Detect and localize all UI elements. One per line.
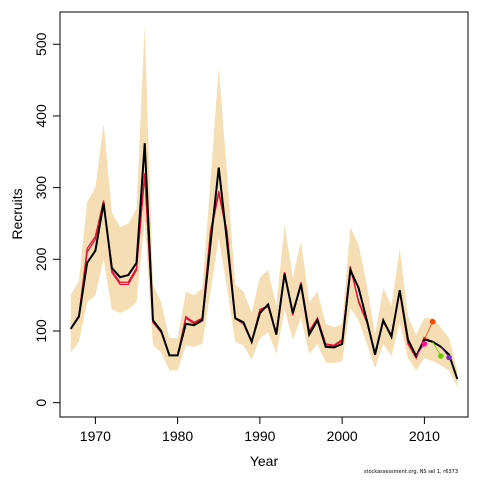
y-axis-title: Recruits xyxy=(9,188,25,239)
data-point xyxy=(438,353,444,359)
points-layer xyxy=(415,318,452,361)
x-axis: 1970 1980 1990 2000 2010 xyxy=(80,416,440,444)
data-point xyxy=(429,318,436,325)
y-tick-label: 0 xyxy=(33,399,49,407)
footnote: stockassessment.org, NS sel 1, r6373 xyxy=(363,469,458,475)
y-tick-label: 400 xyxy=(33,104,49,128)
main-line-layer xyxy=(69,143,459,380)
point-connector xyxy=(424,321,433,340)
x-tick-label: 1980 xyxy=(162,428,193,444)
data-point xyxy=(446,354,452,361)
y-tick-label: 500 xyxy=(33,32,49,56)
recruits-estimate-line xyxy=(69,143,459,380)
x-axis-title: Year xyxy=(250,453,279,469)
y-axis: 0 100 200 300 400 500 xyxy=(33,32,61,407)
y-tick-label: 200 xyxy=(33,247,49,271)
plot-frame xyxy=(59,11,469,418)
y-tick-label: 100 xyxy=(33,319,49,343)
confidence-band xyxy=(70,26,458,387)
x-tick-label: 2000 xyxy=(327,428,358,444)
data-point xyxy=(421,341,428,347)
x-tick-label: 1990 xyxy=(244,428,275,444)
y-tick-label: 300 xyxy=(33,176,49,200)
x-tick-label: 2010 xyxy=(409,428,440,444)
x-tick-label: 1970 xyxy=(80,428,111,444)
confidence-band-layer xyxy=(70,26,458,387)
